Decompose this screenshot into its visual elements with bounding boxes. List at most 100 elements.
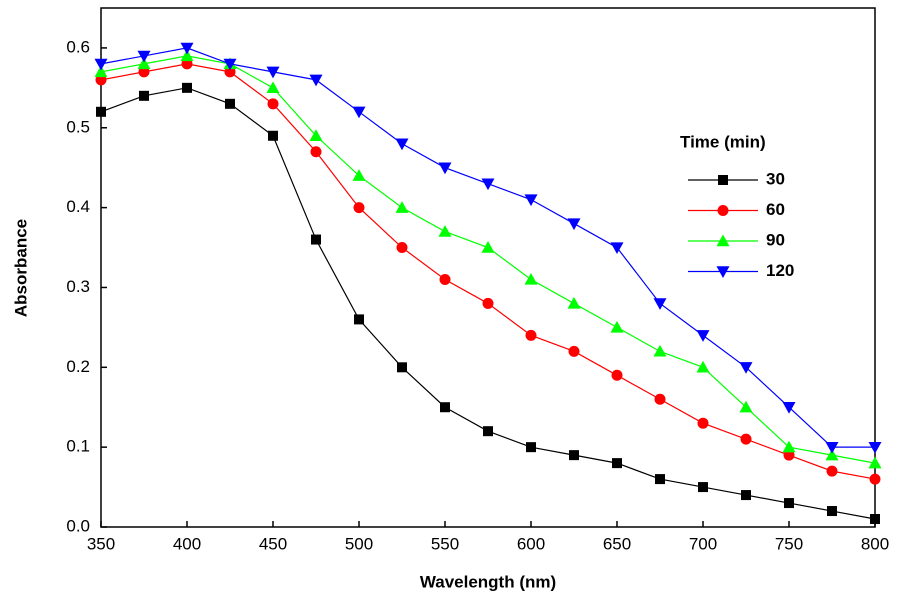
marker xyxy=(397,362,407,373)
marker xyxy=(870,514,880,525)
marker xyxy=(438,225,452,237)
marker xyxy=(353,202,365,214)
marker xyxy=(182,82,192,93)
marker xyxy=(526,442,536,453)
marker xyxy=(139,90,149,101)
marker xyxy=(739,362,753,374)
marker xyxy=(653,344,667,357)
marker xyxy=(352,106,366,119)
marker xyxy=(181,58,193,70)
marker xyxy=(268,130,278,141)
marker xyxy=(739,400,753,413)
legend-label: 60 xyxy=(766,200,785,219)
marker xyxy=(95,74,107,86)
marker xyxy=(611,369,623,381)
marker xyxy=(610,320,624,333)
marker xyxy=(266,66,280,79)
marker xyxy=(696,360,710,373)
marker xyxy=(310,146,322,158)
marker xyxy=(180,49,194,62)
legend-label: 30 xyxy=(766,169,785,188)
marker xyxy=(224,66,236,78)
legend-label: 120 xyxy=(766,261,794,280)
x-tick-label: 350 xyxy=(87,534,115,553)
marker xyxy=(654,393,666,405)
x-tick-label: 700 xyxy=(689,534,717,553)
marker xyxy=(225,98,235,109)
y-tick-label: 0.6 xyxy=(66,37,90,56)
marker xyxy=(354,314,364,325)
legend-marker xyxy=(718,175,728,185)
x-tick-label: 550 xyxy=(431,534,459,553)
y-tick-label: 0.4 xyxy=(66,197,90,216)
marker xyxy=(481,241,495,253)
marker xyxy=(653,298,667,310)
marker xyxy=(352,169,366,181)
marker xyxy=(827,506,837,517)
marker xyxy=(610,242,624,255)
y-tick-label: 0.0 xyxy=(66,516,90,535)
marker xyxy=(569,450,579,461)
marker xyxy=(396,242,408,254)
marker xyxy=(567,218,581,231)
marker xyxy=(525,329,537,341)
marker xyxy=(395,201,409,213)
x-axis-title: Wavelength (nm) xyxy=(420,572,556,591)
marker xyxy=(696,330,710,342)
marker xyxy=(439,273,451,285)
marker xyxy=(741,490,751,501)
marker xyxy=(482,297,494,309)
marker xyxy=(267,98,279,110)
marker xyxy=(481,178,495,191)
marker xyxy=(697,417,709,429)
marker xyxy=(440,402,450,413)
marker xyxy=(655,474,665,485)
marker xyxy=(782,440,796,453)
marker xyxy=(698,482,708,493)
x-tick-label: 800 xyxy=(861,534,889,553)
y-tick-label: 0.3 xyxy=(66,277,90,296)
series-line xyxy=(100,55,876,464)
x-tick-label: 500 xyxy=(345,534,373,553)
x-tick-label: 650 xyxy=(603,534,631,553)
marker xyxy=(137,50,151,63)
marker xyxy=(524,272,538,285)
marker xyxy=(783,449,795,461)
legend-marker xyxy=(716,234,730,247)
marker xyxy=(868,456,882,469)
marker xyxy=(223,58,237,71)
marker xyxy=(826,465,838,477)
marker xyxy=(825,448,839,461)
marker xyxy=(311,234,321,245)
x-tick-label: 450 xyxy=(259,534,287,553)
marker xyxy=(825,441,839,454)
legend-marker xyxy=(716,266,730,278)
y-axis-title: Absorbance xyxy=(11,219,30,317)
marker xyxy=(395,138,409,151)
legend-title: Time (min) xyxy=(680,132,766,151)
marker xyxy=(94,58,108,71)
series-line xyxy=(100,63,876,480)
marker xyxy=(568,345,580,357)
marker xyxy=(266,81,280,94)
y-tick-label: 0.5 xyxy=(66,117,90,136)
marker xyxy=(612,458,622,469)
marker xyxy=(869,473,881,485)
marker xyxy=(784,498,794,509)
marker xyxy=(96,106,106,117)
marker xyxy=(524,194,538,207)
plot-frame xyxy=(100,7,876,528)
marker xyxy=(309,129,323,141)
marker xyxy=(180,42,194,55)
marker xyxy=(740,433,752,445)
marker xyxy=(782,402,796,414)
marker xyxy=(567,296,581,309)
y-tick-label: 0.2 xyxy=(66,357,90,376)
marker xyxy=(483,426,493,437)
x-tick-label: 400 xyxy=(173,534,201,553)
marker xyxy=(138,66,150,78)
marker xyxy=(438,162,452,175)
marker xyxy=(309,74,323,87)
y-tick-label: 0.1 xyxy=(66,437,90,456)
